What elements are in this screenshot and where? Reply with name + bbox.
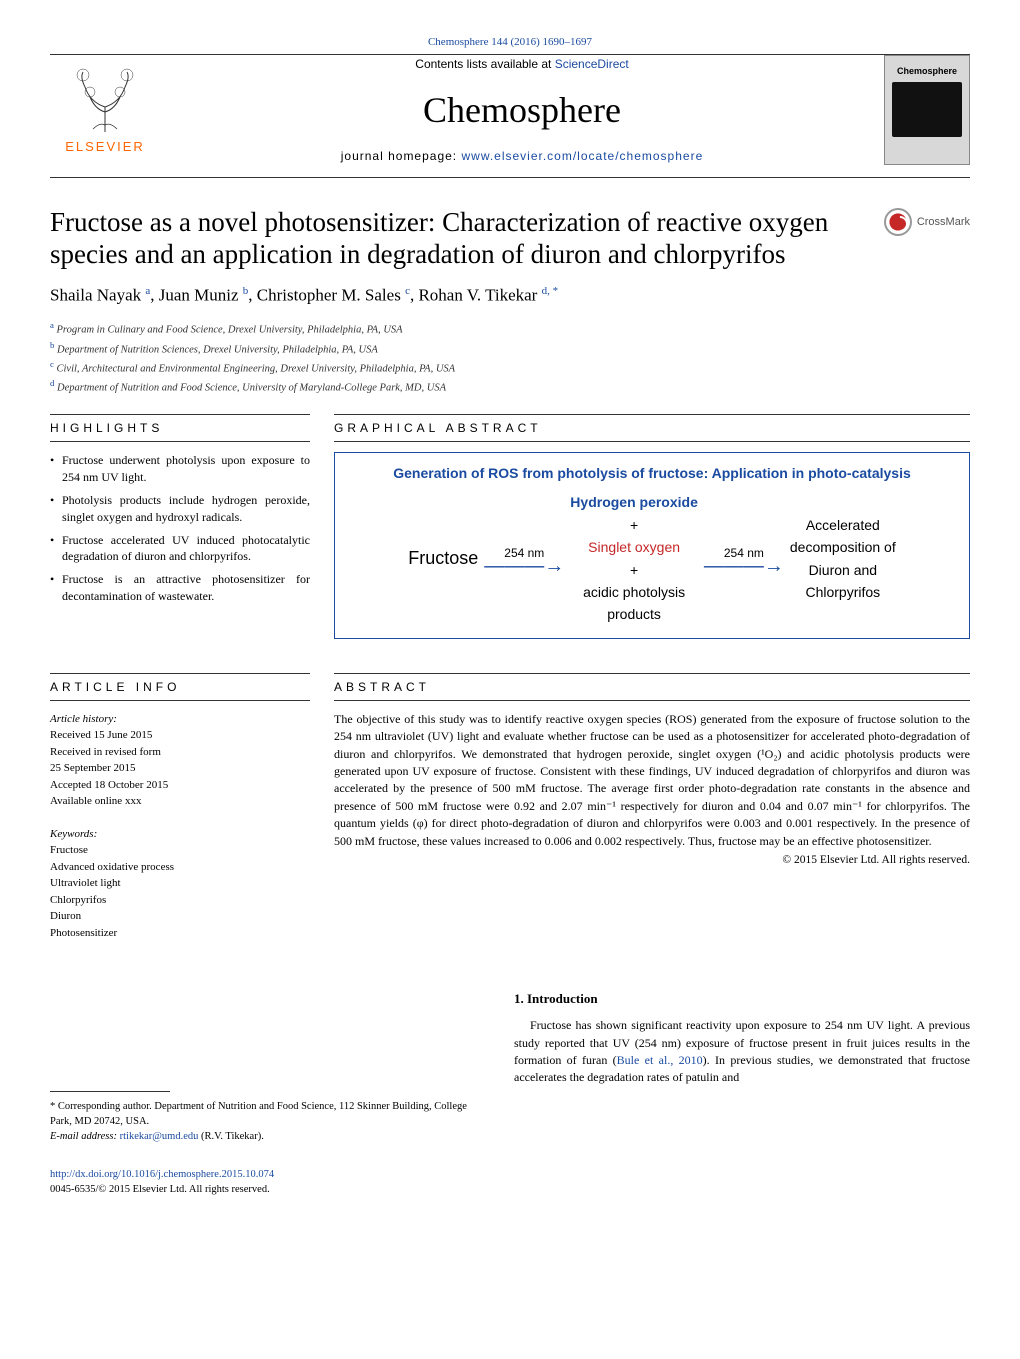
journal-reference: Chemosphere 144 (2016) 1690–1697 (50, 30, 970, 54)
article-title: Fructose as a novel photosensitizer: Cha… (50, 206, 970, 271)
ga-arrow-2: 254 nm ―――→ (704, 546, 784, 572)
ga-acidic-2: products (570, 603, 698, 625)
homepage-line: journal homepage: www.elsevier.com/locat… (160, 149, 884, 163)
citation-link[interactable]: Bule et al., 2010 (617, 1053, 703, 1067)
publisher-name: ELSEVIER (65, 139, 145, 154)
graphical-abstract-header: GRAPHICAL ABSTRACT (334, 414, 970, 442)
highlights-ga-row: HIGHLIGHTS Fructose underwent photolysis… (50, 414, 970, 654)
ga-plus-1: + (570, 514, 698, 536)
affiliations: a Program in Culinary and Food Science, … (50, 319, 970, 396)
ga-right-4: Chlorpyrifos (790, 581, 896, 603)
ga-right: Accelerated decomposition of Diuron and … (790, 514, 896, 604)
abstract-text: The objective of this study was to ident… (334, 711, 970, 850)
ga-acidic-1: acidic photolysis (570, 581, 698, 603)
highlight-item: Fructose accelerated UV induced photocat… (50, 532, 310, 566)
keywords-heading: Keywords: (50, 826, 310, 843)
affiliation-line: a Program in Culinary and Food Science, … (50, 319, 970, 338)
crossmark-icon (884, 208, 912, 236)
homepage-link[interactable]: www.elsevier.com/locate/chemosphere (461, 149, 703, 163)
ga-plus-2: + (570, 559, 698, 581)
keyword-item: Advanced oxidative process (50, 859, 310, 876)
masthead: ELSEVIER Contents lists available at Sci… (50, 55, 970, 165)
keyword-item: Photosensitizer (50, 925, 310, 942)
highlight-item: Fructose underwent photolysis upon expos… (50, 452, 310, 486)
ga-right-1: Accelerated (790, 514, 896, 536)
history-line: 25 September 2015 (50, 760, 310, 777)
sciencedirect-link[interactable]: ScienceDirect (555, 57, 629, 71)
copyright-line: © 2015 Elsevier Ltd. All rights reserved… (334, 854, 970, 866)
intro-footnote-row: * Corresponding author. Department of Nu… (50, 991, 970, 1144)
email-suffix: (R.V. Tikekar). (198, 1131, 263, 1142)
crossmark-badge[interactable]: CrossMark (884, 208, 970, 236)
ga-arrow-1: 254 nm ―――→ (484, 546, 564, 572)
abstract-header: ABSTRACT (334, 673, 970, 701)
history-line: Accepted 18 October 2015 (50, 777, 310, 794)
cover-thumb-image (892, 82, 962, 137)
ga-diagram: Fructose 254 nm ―――→ Hydrogen peroxide +… (351, 491, 953, 625)
article-info: Article history: Received 15 June 2015Re… (50, 711, 310, 810)
article-info-header: ARTICLE INFO (50, 673, 310, 701)
footnote-email-line: E-mail address: rtikekar@umd.edu (R.V. T… (50, 1130, 490, 1145)
masthead-bottom-rule (50, 177, 970, 178)
email-label: E-mail address: (50, 1131, 120, 1142)
highlight-item: Photolysis products include hydrogen per… (50, 492, 310, 526)
cover-thumb-title: Chemosphere (897, 66, 957, 76)
footnote-divider (50, 1091, 170, 1092)
email-link[interactable]: rtikekar@umd.edu (120, 1131, 199, 1142)
article-history-heading: Article history: (50, 711, 310, 728)
ga-title: Generation of ROS from photolysis of fru… (351, 465, 953, 481)
homepage-prefix: journal homepage: (341, 149, 462, 163)
footnote-corr: * Corresponding author. Department of Nu… (50, 1100, 490, 1129)
arrow-right-icon-2: ―――→ (704, 560, 784, 572)
ga-singlet-oxygen: Singlet oxygen (570, 536, 698, 558)
ga-right-3: Diuron and (790, 559, 896, 581)
doi-link[interactable]: http://dx.doi.org/10.1016/j.chemosphere.… (50, 1169, 274, 1180)
authors: Shaila Nayak a, Juan Muniz b, Christophe… (50, 285, 970, 306)
elsevier-tree-icon (65, 67, 145, 137)
contents-list-line: Contents lists available at ScienceDirec… (160, 57, 884, 71)
keyword-item: Fructose (50, 842, 310, 859)
corresponding-footnote: * Corresponding author. Department of Nu… (50, 1100, 490, 1144)
affiliation-line: d Department of Nutrition and Food Scien… (50, 377, 970, 396)
history-line: Received 15 June 2015 (50, 727, 310, 744)
keyword-item: Diuron (50, 908, 310, 925)
masthead-center: Contents lists available at ScienceDirec… (160, 57, 884, 163)
journal-cover-thumbnail: Chemosphere (884, 55, 970, 165)
history-line: Received in revised form (50, 744, 310, 761)
graphical-abstract-box: Generation of ROS from photolysis of fru… (334, 452, 970, 638)
crossmark-label: CrossMark (917, 216, 970, 228)
journal-reference-link[interactable]: Chemosphere 144 (2016) 1690–1697 (428, 36, 592, 48)
ga-right-2: decomposition of (790, 536, 896, 558)
history-line: Available online xxx (50, 793, 310, 810)
affiliation-line: c Civil, Architectural and Environmental… (50, 358, 970, 377)
ga-center: Hydrogen peroxide + Singlet oxygen + aci… (570, 491, 698, 625)
highlight-item: Fructose is an attractive photosensitize… (50, 571, 310, 605)
highlights-list: Fructose underwent photolysis upon expos… (50, 452, 310, 604)
elsevier-logo: ELSEVIER (50, 55, 160, 165)
ga-left: Fructose (408, 544, 478, 573)
issn-line: 0045-6535/© 2015 Elsevier Ltd. All right… (50, 1183, 970, 1198)
keyword-item: Chlorpyrifos (50, 892, 310, 909)
footer: http://dx.doi.org/10.1016/j.chemosphere.… (50, 1168, 970, 1197)
arrow-right-icon: ―――→ (484, 560, 564, 572)
intro-paragraph: Fructose has shown significant reactivit… (514, 1017, 970, 1087)
ga-hydrogen-peroxide: Hydrogen peroxide (570, 491, 698, 513)
contents-prefix: Contents lists available at (415, 57, 554, 71)
journal-name: Chemosphere (160, 89, 884, 131)
keyword-item: Ultraviolet light (50, 875, 310, 892)
affiliation-line: b Department of Nutrition Sciences, Drex… (50, 339, 970, 358)
info-abstract-row: ARTICLE INFO Article history: Received 1… (50, 673, 970, 942)
highlights-header: HIGHLIGHTS (50, 414, 310, 442)
intro-heading: 1. Introduction (514, 991, 970, 1007)
keywords: Keywords: FructoseAdvanced oxidative pro… (50, 826, 310, 942)
